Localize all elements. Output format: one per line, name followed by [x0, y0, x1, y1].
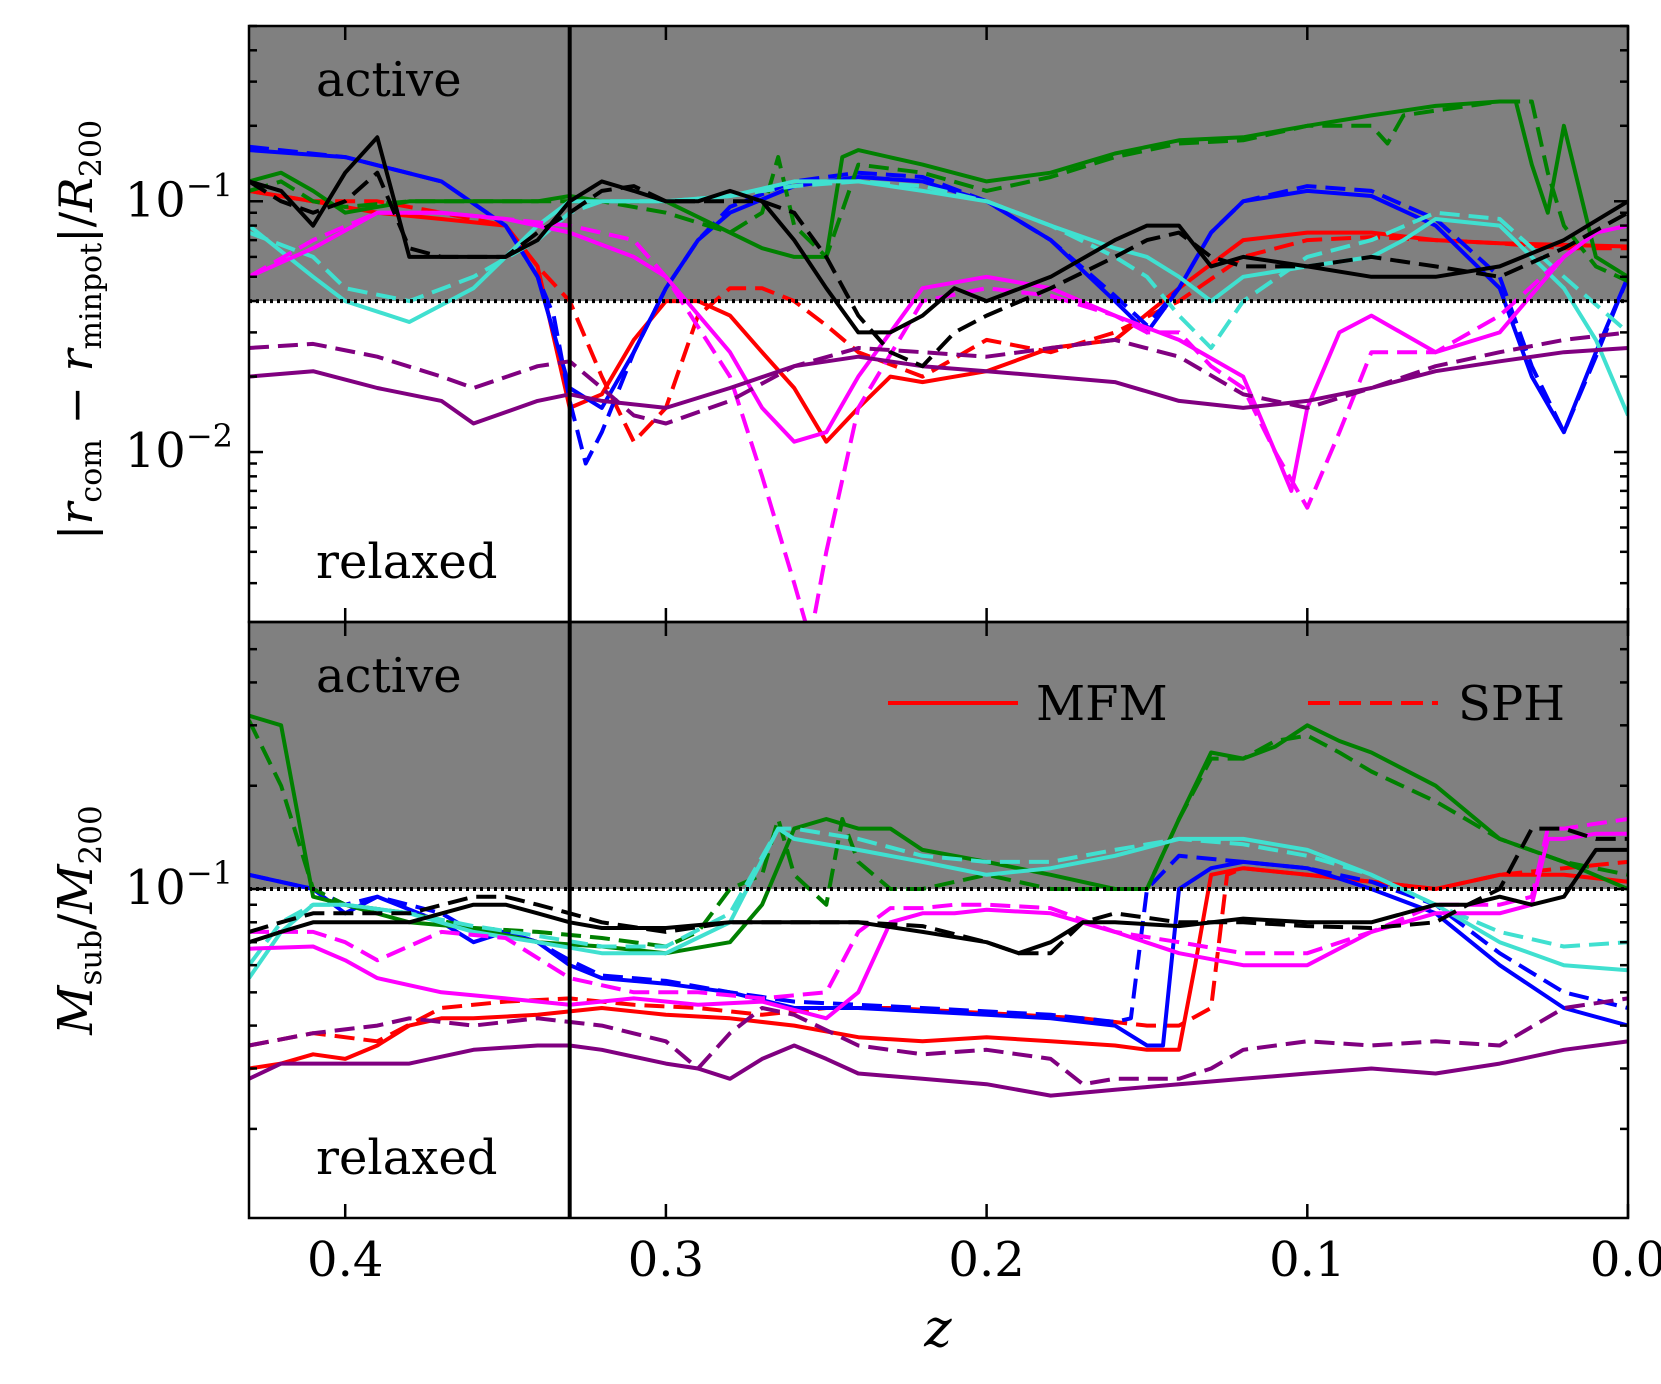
legend: MFM SPH [888, 676, 1565, 732]
top-ylabel-sub1: com [74, 439, 109, 502]
bot-series-line-10 [249, 1039, 1628, 1098]
bottom-active-label: active [316, 648, 462, 704]
bottom-ylabel-slash: / [48, 913, 104, 930]
top-y-tick-label-1: 10−2 [125, 417, 233, 479]
top-series-line-12 [249, 135, 1628, 335]
bottom-relaxed-label: relaxed [316, 1130, 498, 1186]
top-series-line-13 [249, 170, 1628, 369]
legend-sph-label: SPH [1458, 676, 1565, 732]
bottom-y-axis-label: Msub/M200 [48, 805, 109, 1035]
bottom-ylabel-sub1: sub [73, 930, 109, 986]
bottom-ylabel-M1: M [48, 984, 104, 1036]
x-tick-label-0: 0.4 [307, 1232, 383, 1288]
top-relaxed-label: relaxed [316, 534, 498, 590]
top-y-tick-label-exp-0: −1 [186, 166, 233, 204]
x-tick-label-4: 0.0 [1590, 1232, 1661, 1288]
x-axis-label: z [923, 1299, 952, 1359]
top-y-tick-label-exp-1: −2 [186, 417, 233, 455]
bot-series-line-5 [249, 719, 1628, 949]
bot-series-line-8 [249, 831, 1628, 1021]
bot-series-line-13 [249, 826, 1628, 956]
x-tick-labels: 0.4 0.3 0.2 0.1 0.0 [307, 1232, 1661, 1288]
top-y-tick-label-base-1: 10 [125, 423, 186, 479]
top-y-tick-label-base-0: 10 [125, 172, 186, 228]
bot-y-tick-label-base-0: 10 [125, 860, 186, 916]
top-ylabel-R: R [49, 177, 103, 213]
x-tick-label-2: 0.2 [948, 1232, 1024, 1288]
top-y-tick-labels: 10−110−2 [125, 166, 233, 479]
top-series-line-10 [249, 346, 1628, 426]
bottom-series-group [249, 713, 1628, 1098]
bottom-panel: active relaxed 10−1 0.4 0.3 0.2 0.1 0.0 Msub… [48, 622, 1661, 1359]
bot-series-line-4 [249, 713, 1628, 956]
bot-y-tick-label-exp-0: −1 [186, 854, 233, 892]
x-tick-label-1: 0.3 [628, 1232, 704, 1288]
legend-mfm-label: MFM [1036, 676, 1168, 732]
top-series-line-7 [249, 179, 1628, 350]
top-y-tick-label-0: 10−1 [125, 166, 233, 228]
bottom-ylabel-sub2: 200 [73, 805, 109, 864]
top-ylabel-sub2: minpot [74, 243, 109, 350]
top-series-group [249, 99, 1628, 622]
top-series-line-11 [249, 330, 1628, 426]
top-ylabel-minus: − [49, 371, 103, 439]
bot-series-line-9 [249, 817, 1628, 1001]
top-y-axis-label: |rcom − rminpot|/R200 [49, 120, 109, 540]
bot-series-line-11 [249, 996, 1628, 1087]
top-panel: active relaxed 10−110−2 |rcom − rminpot|… [49, 24, 1630, 622]
top-series-line-1 [249, 188, 1628, 444]
bottom-panel-frame [247, 620, 1630, 1220]
bot-series-line-2 [249, 859, 1628, 1048]
top-ylabel-pre: | [49, 525, 103, 541]
top-ylabel-subR: 200 [74, 120, 109, 177]
bottom-active-region [249, 622, 1628, 890]
top-ylabel-r2: r [49, 346, 103, 371]
bottom-ticks [249, 622, 1630, 1218]
top-active-label: active [316, 52, 462, 108]
top-ylabel-post: |/ [49, 211, 103, 242]
bot-y-tick-label-0: 10−1 [125, 854, 233, 916]
bottom-ylabel-M2: M [48, 863, 104, 915]
x-tick-label-3: 0.1 [1269, 1232, 1345, 1288]
top-series-line-5 [249, 99, 1628, 284]
bottom-y-tick-labels: 10−1 [125, 854, 233, 916]
top-ylabel-r1: r [49, 500, 103, 525]
